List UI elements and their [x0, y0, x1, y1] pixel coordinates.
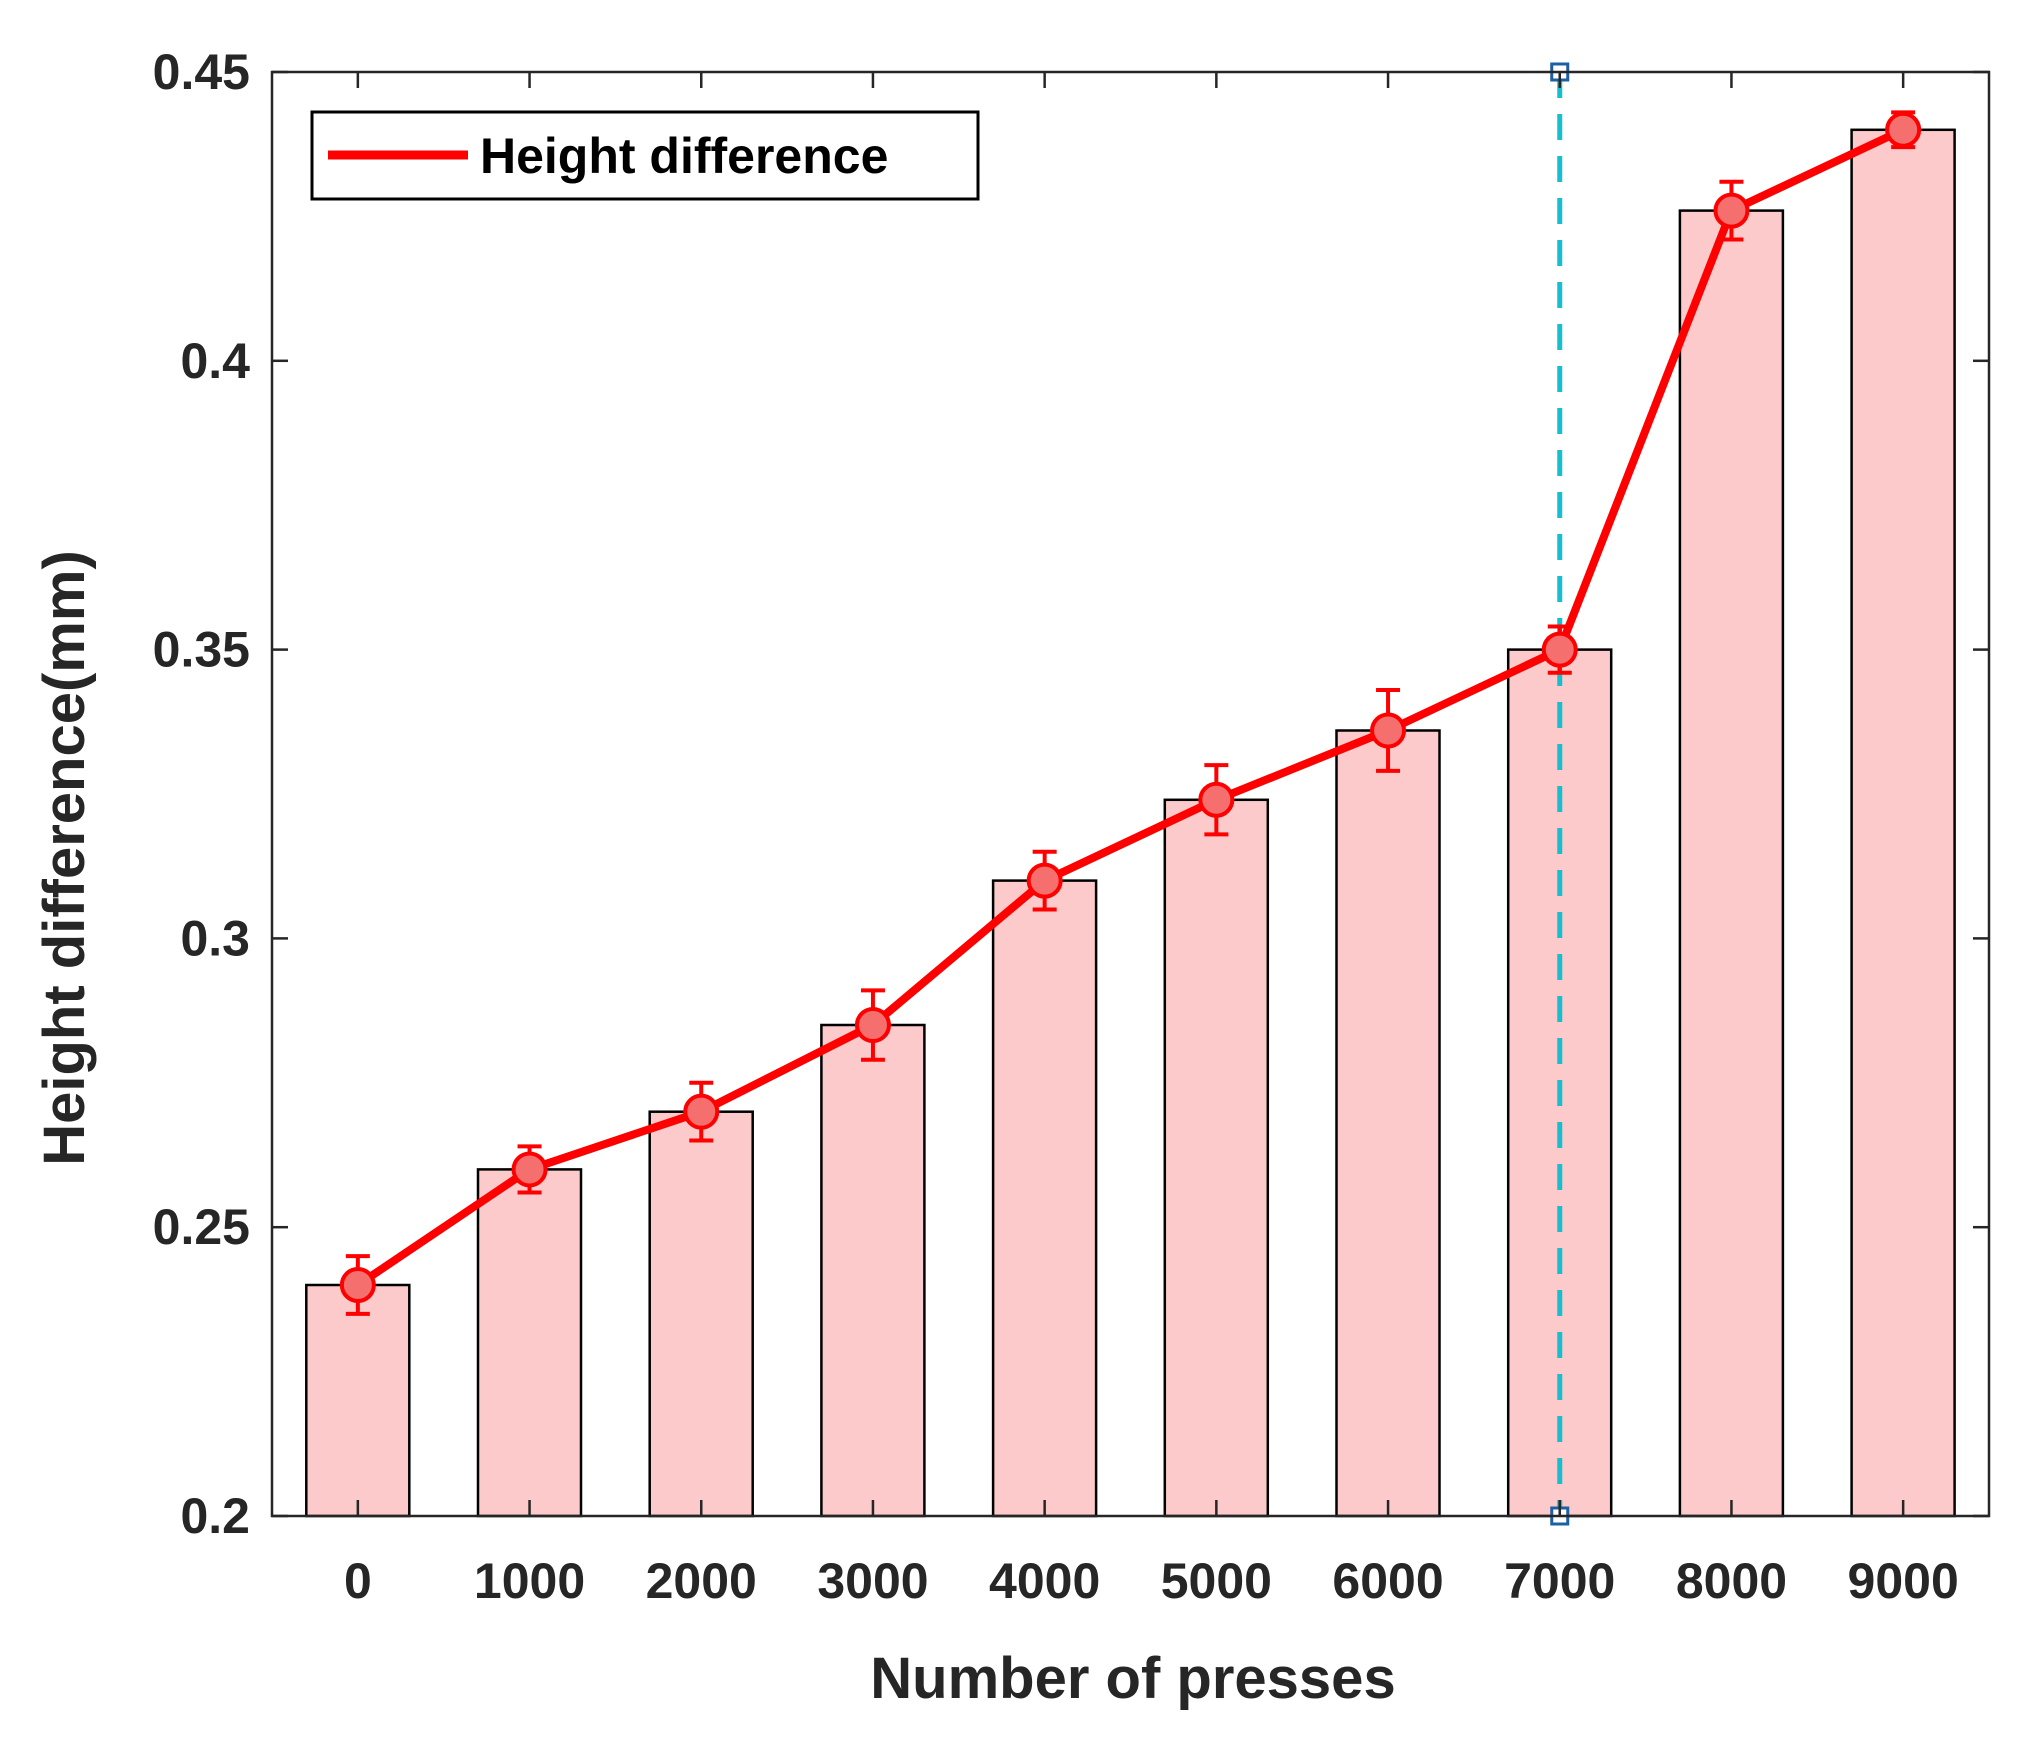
x-axis-title: Number of presses: [870, 1646, 1395, 1711]
series-layer: [339, 110, 1922, 1316]
plot-frame: [270, 70, 1991, 1518]
legend-label: Height difference: [480, 128, 888, 184]
series-line: [353, 125, 1908, 1289]
y-tick-label: 0.35: [153, 622, 250, 678]
x-tick-label: 7000: [1504, 1553, 1615, 1609]
data-point-7000: [1541, 631, 1578, 668]
data-point-9000: [1885, 111, 1922, 148]
x-tick-label: 4000: [989, 1553, 1100, 1609]
bar-3000: [820, 1023, 926, 1518]
y-tick-label: 0.4: [180, 333, 250, 389]
data-point-0: [339, 1266, 376, 1303]
y-tick-label: 0.45: [153, 44, 250, 100]
bar-8000: [1678, 209, 1785, 1518]
x-tick-label: 9000: [1848, 1553, 1959, 1609]
bar-2000: [648, 1110, 754, 1518]
bars-layer: [305, 128, 1956, 1518]
y-tick-label: 0.3: [180, 910, 250, 966]
y-tick-label: 0.2: [180, 1488, 250, 1544]
data-point-1000: [511, 1151, 548, 1188]
data-point-5000: [1198, 781, 1235, 818]
bar-1000: [476, 1168, 583, 1518]
bar-0: [305, 1283, 411, 1518]
bar-9000: [1850, 128, 1956, 1518]
bar-5000: [1163, 798, 1270, 1518]
y-tick-label: 0.25: [153, 1199, 250, 1255]
bar-6000: [1335, 729, 1441, 1518]
x-tick-label: 3000: [817, 1553, 928, 1609]
x-tick-label: 8000: [1676, 1553, 1787, 1609]
y-axis-title: Height difference(mm): [32, 550, 97, 1166]
x-tick-label: 0: [344, 1553, 372, 1609]
data-point-6000: [1370, 712, 1407, 749]
data-point-3000: [854, 1007, 891, 1044]
x-tick-label: 2000: [646, 1553, 757, 1609]
legend: Height difference: [310, 110, 980, 201]
data-point-2000: [683, 1093, 720, 1130]
x-tick-label: 6000: [1332, 1553, 1443, 1609]
axes-layer: [270, 70, 1991, 1518]
data-point-8000: [1713, 192, 1750, 229]
bar-4000: [991, 879, 1098, 1518]
x-tick-label: 1000: [474, 1553, 585, 1609]
data-point-4000: [1026, 862, 1063, 899]
ticks-layer: 0.2 0.25 0.3 0.35 0.4 0.45 0 1000 2000 3000 4000 50…: [153, 44, 1989, 1609]
x-tick-label: 5000: [1161, 1553, 1272, 1609]
